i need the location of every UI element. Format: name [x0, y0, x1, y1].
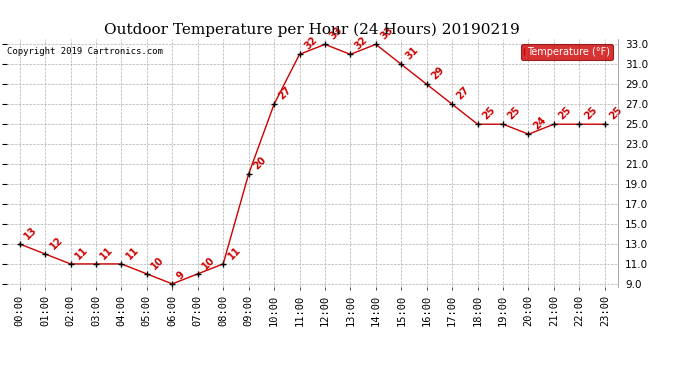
Text: 25: 25 — [608, 105, 624, 122]
Text: 11: 11 — [73, 244, 90, 261]
Text: 25: 25 — [506, 105, 522, 122]
Text: 29: 29 — [429, 65, 446, 81]
Text: 25: 25 — [582, 105, 599, 122]
Text: 32: 32 — [302, 35, 319, 52]
Text: 33: 33 — [379, 25, 395, 42]
Text: Copyright 2019 Cartronics.com: Copyright 2019 Cartronics.com — [7, 47, 163, 56]
Title: Outdoor Temperature per Hour (24 Hours) 20190219: Outdoor Temperature per Hour (24 Hours) … — [104, 22, 520, 37]
Text: 24: 24 — [531, 115, 548, 131]
Text: 27: 27 — [277, 85, 293, 102]
Text: 13: 13 — [22, 225, 39, 241]
Text: 11: 11 — [99, 244, 115, 261]
Text: 27: 27 — [455, 85, 471, 102]
Text: 10: 10 — [150, 255, 166, 271]
Text: 25: 25 — [480, 105, 497, 122]
Text: 9: 9 — [175, 269, 187, 281]
Text: 10: 10 — [201, 255, 217, 271]
Text: 11: 11 — [226, 244, 243, 261]
Text: 20: 20 — [251, 155, 268, 171]
Text: 31: 31 — [404, 45, 421, 62]
Text: 32: 32 — [353, 35, 370, 52]
Text: 11: 11 — [124, 244, 141, 261]
Text: 33: 33 — [328, 25, 344, 42]
Legend: Temperature (°F): Temperature (°F) — [521, 44, 613, 60]
Text: 12: 12 — [48, 234, 64, 251]
Text: 25: 25 — [557, 105, 573, 122]
